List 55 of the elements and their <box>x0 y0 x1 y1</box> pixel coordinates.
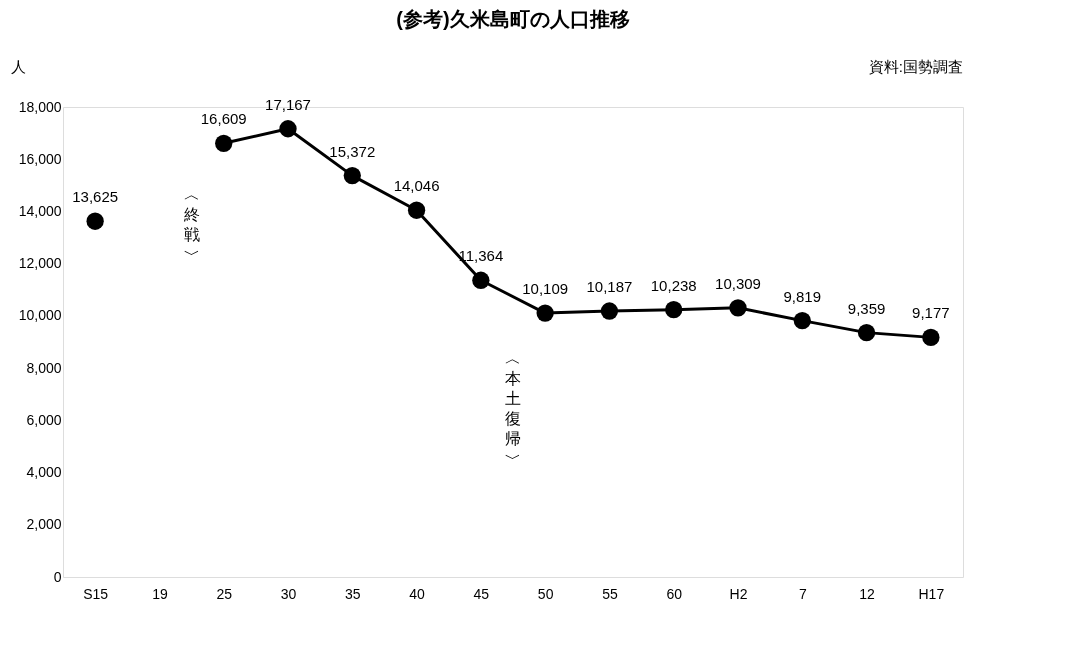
annotation: ︿本土復帰﹀ <box>505 350 521 468</box>
text: 10,238 <box>650 276 697 294</box>
point <box>86 212 104 230</box>
point <box>600 302 619 320</box>
y-tick-label: 6,000 <box>26 411 62 428</box>
y-tick-label: 2,000 <box>26 516 62 533</box>
x-tick-label: 19 <box>152 585 168 602</box>
y-tick-label: 18,000 <box>18 98 62 115</box>
y-tick-label: 12,000 <box>18 255 62 272</box>
text: 15,372 <box>329 142 376 160</box>
y-tick-label: 0 <box>53 568 62 585</box>
x-tick-label: 40 <box>409 585 426 602</box>
chart-title: (参考)久米島町の人口推移 <box>396 8 630 30</box>
y-tick-label: 16,000 <box>18 150 62 167</box>
point <box>407 201 426 219</box>
y-axis-title: 人 <box>10 58 26 75</box>
text: 10,187 <box>586 278 633 296</box>
text: 9,819 <box>783 287 822 305</box>
text: 9,177 <box>912 304 950 322</box>
x-tick-label: H2 <box>729 585 748 602</box>
point <box>279 120 297 138</box>
y-tick-label: 8,000 <box>26 359 62 376</box>
x-tick-label: 7 <box>798 585 807 602</box>
text: 9,359 <box>847 299 886 317</box>
x-tick-label: H17 <box>918 585 945 602</box>
y-tick-label: 4,000 <box>26 464 62 481</box>
text: 13,625 <box>72 188 119 206</box>
y-tick-label: 10,000 <box>18 307 62 324</box>
x-tick-label: 45 <box>473 585 490 602</box>
x-tick-label: 30 <box>280 585 297 602</box>
x-tick-label: 60 <box>666 585 683 602</box>
x-tick-label: 50 <box>537 585 554 602</box>
point <box>857 323 876 342</box>
annotation: ︿終戦﹀ <box>182 185 200 263</box>
x-tick-label: 25 <box>216 585 233 602</box>
point <box>215 134 233 152</box>
x-tick-label: 35 <box>345 585 361 602</box>
x-tick-label: 12 <box>859 585 876 602</box>
x-tick-label: S15 <box>83 585 109 602</box>
point <box>922 328 940 347</box>
point <box>536 304 554 322</box>
x-tick-label: 55 <box>602 585 618 602</box>
point <box>343 166 361 185</box>
text: 資料:国勢調査 <box>868 58 963 75</box>
text: 10,309 <box>715 274 761 292</box>
text: 14,046 <box>393 177 440 195</box>
point <box>793 311 811 330</box>
point <box>729 299 747 317</box>
text: 11,364 <box>458 247 504 265</box>
text: 16,609 <box>200 110 247 128</box>
text: 10,109 <box>522 280 569 298</box>
point <box>665 301 683 319</box>
text: 17,167 <box>265 95 311 113</box>
point <box>472 271 490 289</box>
y-tick-label: 14,000 <box>18 202 62 219</box>
